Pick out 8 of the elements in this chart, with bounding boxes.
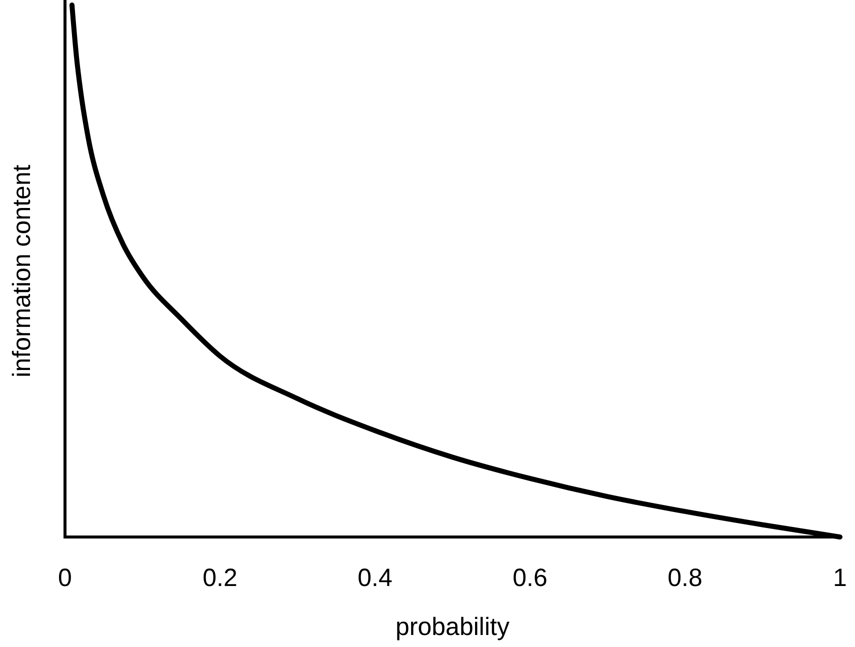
x-tick-label: 0.4 bbox=[358, 564, 392, 592]
x-tick-label: 0.8 bbox=[668, 564, 702, 592]
x-tick-label: 0.2 bbox=[202, 564, 238, 592]
x-tick-label: 1 bbox=[833, 564, 847, 592]
x-tick-label: 0.6 bbox=[512, 564, 548, 592]
x-tick-label: 0 bbox=[58, 564, 72, 592]
x-axis-title: probability bbox=[396, 613, 510, 641]
y-axis-title: information content bbox=[8, 164, 36, 378]
